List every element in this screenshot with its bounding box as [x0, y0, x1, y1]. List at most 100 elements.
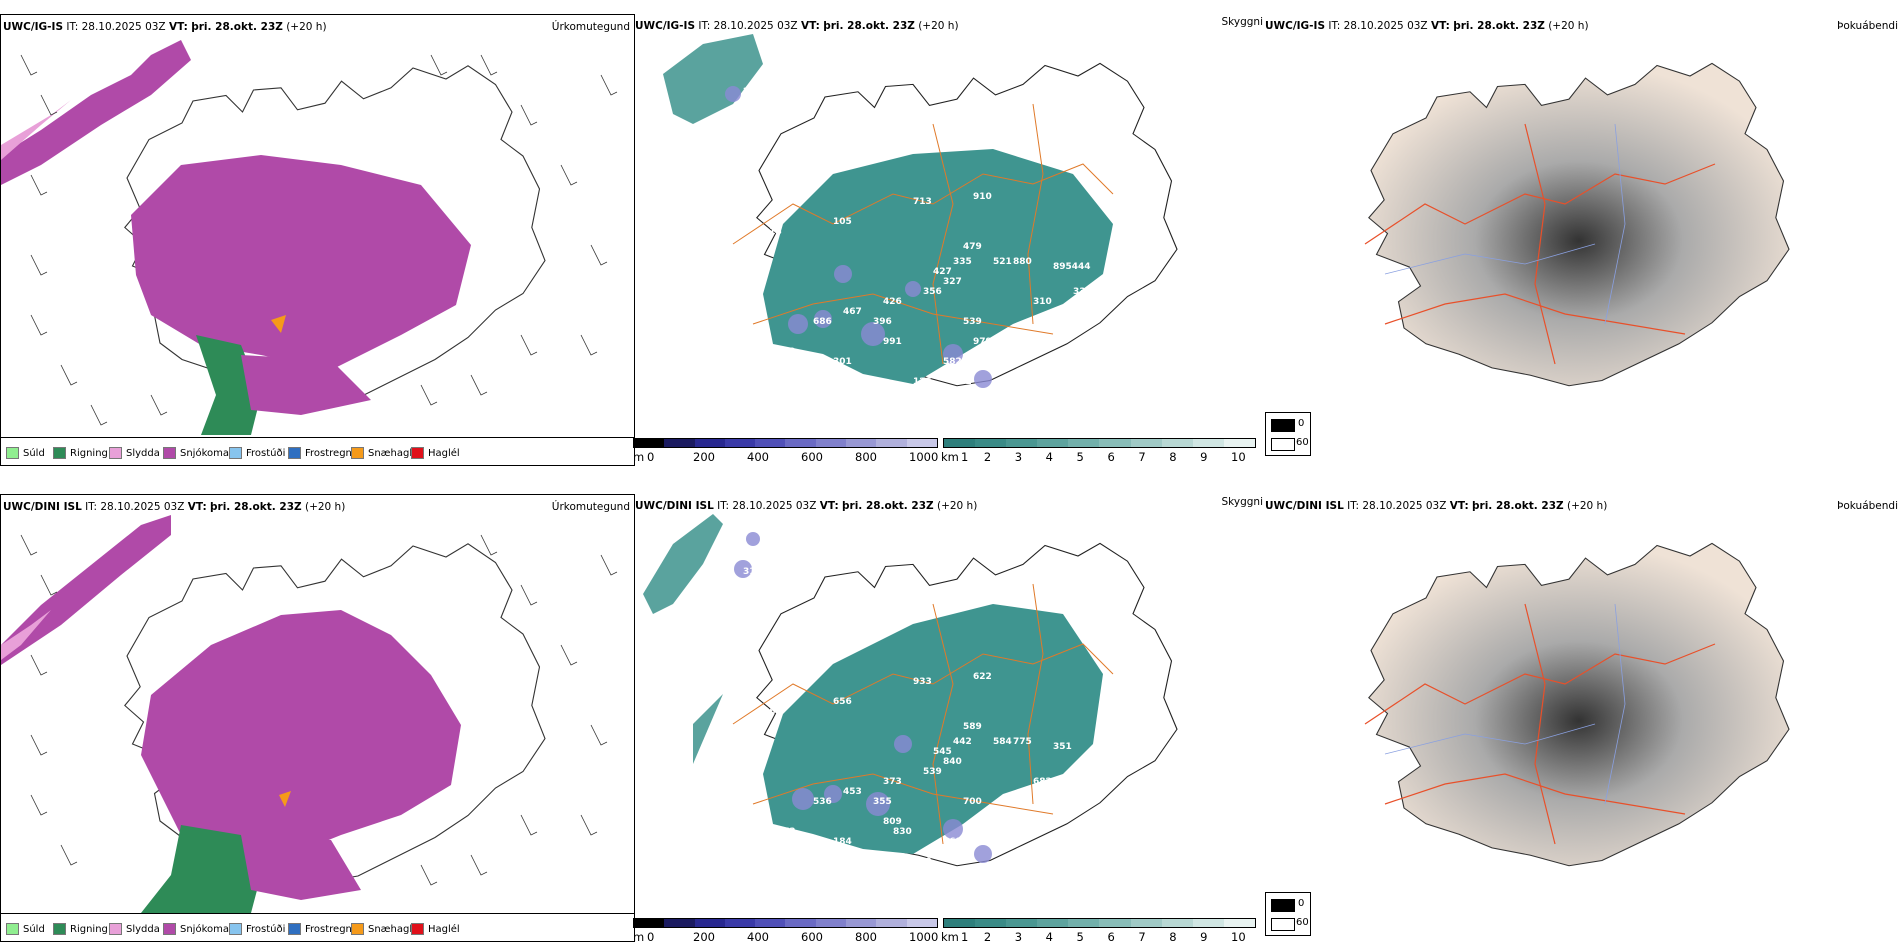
visibility-value: 769	[1033, 322, 1052, 332]
vis-km-unit-top: km	[941, 450, 959, 464]
colorbar-step	[1223, 919, 1255, 927]
vis-m-ticks-top: 0 200 400 600 800 1000	[647, 450, 947, 464]
visibility-value: 184	[833, 837, 852, 847]
visibility-value: 171	[903, 397, 922, 407]
colorbar-step	[876, 439, 907, 447]
colorbar-step	[1192, 919, 1224, 927]
visibility-panel-bottom: 318 480 108 42 866 656 933 622 589 442 545 840 584 77…	[633, 494, 1265, 944]
visibility-value: 426	[883, 297, 902, 307]
visibility-value: 267	[743, 87, 762, 97]
visibility-value: 108	[723, 607, 742, 617]
colorbar-tick: 600	[801, 930, 823, 944]
legend-frostudi: Frostúði	[229, 447, 285, 459]
colorbar-step	[1037, 439, 1069, 447]
visibility-value: 86	[903, 877, 916, 887]
fog-panel-bottom: UWC/DINI ISL IT: 28.10.2025 03Z VT: þri.…	[1265, 494, 1900, 944]
visibility-value: 339	[913, 857, 932, 867]
visibility-value: 546	[973, 877, 992, 887]
colorbar-step	[755, 439, 786, 447]
legend-slydda: Slydda	[109, 447, 160, 459]
visibility-value: 355	[873, 797, 892, 807]
visibility-value: 584	[993, 737, 1012, 747]
precip-title-top: Úrkomutegund	[551, 21, 630, 33]
visibility-value: 991	[883, 337, 902, 347]
visibility-value: 775	[1013, 737, 1032, 747]
visibility-value: 589	[963, 722, 982, 732]
fog-map-top	[1364, 62, 1790, 387]
colorbar-step	[785, 439, 816, 447]
precip-map-top	[1, 40, 618, 435]
colorbar-tick: 1000	[909, 450, 939, 464]
visibility-value: 682	[1033, 777, 1052, 787]
colorbar-step	[1068, 919, 1100, 927]
visibility-value: 105	[833, 217, 852, 227]
colorbar-tick: 3	[1014, 930, 1023, 944]
colorbar-tick: 1	[961, 930, 969, 944]
legend-snjokoma: Snjókoma	[163, 447, 229, 459]
colorbar-tick: 2	[983, 450, 992, 464]
visibility-value: 453	[843, 787, 862, 797]
visibility-value: 830	[893, 827, 912, 837]
colorbar-tick: 7	[1138, 450, 1146, 464]
visibility-value: 866	[763, 707, 782, 717]
colorbar-tick: 1000	[909, 930, 939, 944]
colorbar-step	[1006, 439, 1038, 447]
visibility-value: 979	[973, 337, 992, 347]
colorbar-step	[755, 919, 786, 927]
visibility-value: 895444	[1053, 262, 1091, 272]
visibility-value: 318	[743, 567, 762, 577]
colorbar-step	[1161, 439, 1193, 447]
colorbar-tick: 3	[1014, 450, 1023, 464]
colorbar-step	[694, 919, 725, 927]
fog-title-bottom: Þokuábendi	[1837, 500, 1898, 512]
colorbar-tick: 8	[1169, 450, 1177, 464]
visibility-value: 686	[813, 317, 832, 327]
visibility-value: 396	[873, 317, 892, 327]
visibility-value: 340	[983, 357, 1002, 367]
colorbar-tick: 5	[1076, 930, 1084, 944]
colorbar-step	[944, 439, 976, 447]
visibility-value: 536	[813, 797, 832, 807]
colorbar-step	[906, 439, 937, 447]
colorbar-step	[664, 919, 695, 927]
legend-frostudi: Frostúði	[229, 923, 285, 935]
vis-m-unit-bottom: m	[633, 930, 645, 944]
colorbar-step	[1223, 439, 1255, 447]
colorbar-step	[815, 439, 847, 447]
visibility-value: 427	[933, 267, 952, 277]
visibility-value: 713	[913, 197, 932, 207]
visibility-value: 910	[973, 192, 992, 202]
visibility-value: 840	[943, 757, 962, 767]
visibility-value: 327	[943, 277, 962, 287]
colorbar-step	[724, 919, 756, 927]
colorbar-tick: 2	[983, 930, 992, 944]
fog-map-bottom	[1364, 542, 1790, 867]
visibility-value: 442	[953, 737, 972, 747]
visibility-value: 125	[913, 377, 932, 387]
colorbar-step	[846, 439, 877, 447]
legend-frostregn: Frostregn	[288, 923, 352, 935]
legend-snjokoma: Snjókoma	[163, 923, 229, 935]
vis-km-colorbar-bottom	[943, 918, 1256, 928]
fog-header-top: UWC/IG-IS IT: 28.10.2025 03Z VT: þri. 28…	[1265, 20, 1589, 32]
vis-km-unit-bottom: km	[941, 930, 959, 944]
vis-km-ticks-top: 1 2 3 4 5 6 7 8 9 10	[961, 450, 1261, 464]
colorbar-step	[694, 439, 725, 447]
colorbar-tick: 1	[961, 450, 969, 464]
colorbar-step	[634, 919, 665, 927]
colorbar-step	[1161, 919, 1193, 927]
visibility-value: 356	[923, 287, 942, 297]
colorbar-tick: 4	[1045, 930, 1053, 944]
visibility-value: 64	[933, 387, 946, 397]
precip-header-bottom: UWC/DINI ISL IT: 28.10.2025 03Z VT: þri.…	[3, 501, 346, 513]
visibility-value: 582	[943, 357, 962, 367]
legend-sudl: Súld	[6, 923, 45, 935]
visibility-value: 373	[883, 777, 902, 787]
colorbar-tick: 200	[693, 930, 715, 944]
visibility-value: 656	[833, 697, 852, 707]
precip-legend-bottom: Súld Rigning Slydda Snjókoma Frostúði Fr…	[1, 913, 634, 941]
visibility-value: 331	[1073, 287, 1092, 297]
visibility-value: 347	[1003, 337, 1022, 347]
visibility-value: 153	[753, 117, 772, 127]
